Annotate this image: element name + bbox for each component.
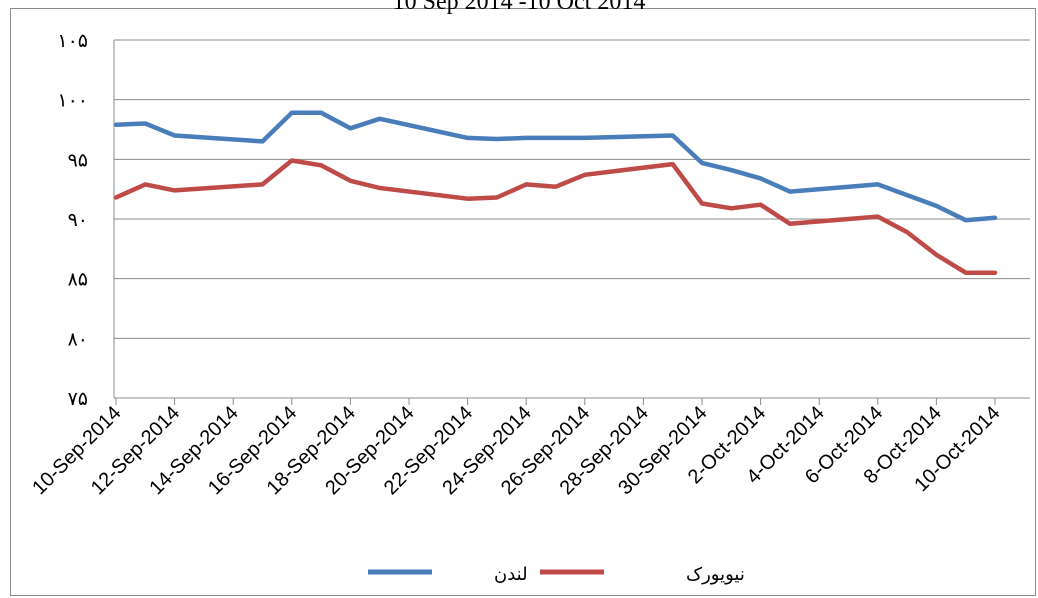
legend-label-newyork: نیویورک: [686, 564, 745, 585]
series-line-london: [113, 110, 998, 223]
gridlines: [113, 39, 1030, 399]
series-line-newyork: [113, 158, 998, 275]
chart-title: 10 Sep 2014 -10 Oct 2014: [392, 0, 646, 15]
y-tick-label: ۸۰: [68, 328, 88, 350]
legend-label-london: لندن: [494, 564, 528, 585]
series-lines: [113, 110, 998, 275]
legend: لندن نیویورک: [368, 564, 745, 585]
x-axis-tick-labels: 10-Sep-201412-Sep-201414-Sep-201416-Sep-…: [28, 398, 1005, 499]
y-tick-label: ۸۵: [68, 269, 88, 291]
y-tick-label: ۹۵: [68, 149, 88, 171]
y-tick-label: ۱۰۰: [57, 90, 88, 112]
y-tick-label: ۹۰: [68, 209, 88, 231]
chart-frame: [10, 8, 1036, 596]
y-tick-label: ۷۵: [68, 388, 88, 410]
y-axis-tick-labels: ۱۰۵ ۱۰۰ ۹۵ ۹۰ ۸۵ ۸۰ ۷۵: [57, 30, 88, 410]
y-tick-label: ۱۰۵: [57, 30, 88, 52]
